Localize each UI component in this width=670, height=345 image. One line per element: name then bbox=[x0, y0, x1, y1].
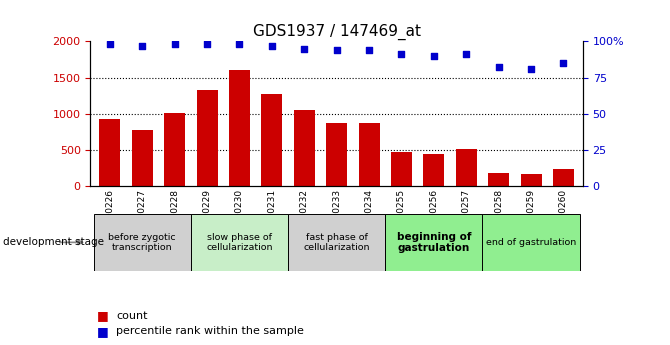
Title: GDS1937 / 147469_at: GDS1937 / 147469_at bbox=[253, 24, 421, 40]
Point bbox=[526, 66, 537, 72]
Bar bbox=[488, 172, 509, 186]
Point bbox=[493, 65, 504, 70]
Bar bbox=[229, 70, 250, 186]
Text: count: count bbox=[116, 311, 147, 321]
Text: before zygotic
transcription: before zygotic transcription bbox=[109, 233, 176, 252]
Bar bbox=[326, 122, 347, 186]
Point bbox=[202, 41, 212, 47]
Bar bbox=[191, 214, 288, 271]
Text: percentile rank within the sample: percentile rank within the sample bbox=[116, 326, 304, 336]
Text: fast phase of
cellularization: fast phase of cellularization bbox=[304, 233, 370, 252]
Point bbox=[299, 46, 310, 51]
Text: slow phase of
cellularization: slow phase of cellularization bbox=[206, 233, 273, 252]
Point bbox=[170, 41, 180, 47]
Bar bbox=[261, 94, 283, 186]
Point bbox=[558, 60, 569, 66]
Bar bbox=[521, 174, 541, 186]
Bar bbox=[164, 113, 185, 186]
Bar bbox=[94, 214, 191, 271]
Bar bbox=[456, 149, 477, 186]
Bar bbox=[482, 214, 580, 271]
Point bbox=[364, 47, 375, 53]
Text: development stage: development stage bbox=[3, 237, 105, 247]
Bar bbox=[423, 154, 444, 186]
Text: end of gastrulation: end of gastrulation bbox=[486, 238, 576, 247]
Bar bbox=[196, 90, 218, 186]
Bar bbox=[553, 169, 574, 186]
Bar bbox=[99, 119, 121, 186]
Point bbox=[105, 41, 115, 47]
Point bbox=[267, 43, 277, 49]
Text: beginning of
gastrulation: beginning of gastrulation bbox=[397, 231, 471, 253]
Point bbox=[461, 52, 472, 57]
Bar bbox=[385, 214, 482, 271]
Point bbox=[396, 52, 407, 57]
Point bbox=[429, 53, 440, 59]
Text: ■: ■ bbox=[97, 309, 109, 322]
Bar bbox=[288, 214, 385, 271]
Text: ■: ■ bbox=[97, 325, 109, 338]
Point bbox=[137, 43, 147, 49]
Bar bbox=[132, 130, 153, 186]
Bar bbox=[358, 122, 380, 186]
Bar bbox=[293, 110, 315, 186]
Point bbox=[331, 47, 342, 53]
Bar bbox=[391, 152, 412, 186]
Point bbox=[234, 41, 245, 47]
